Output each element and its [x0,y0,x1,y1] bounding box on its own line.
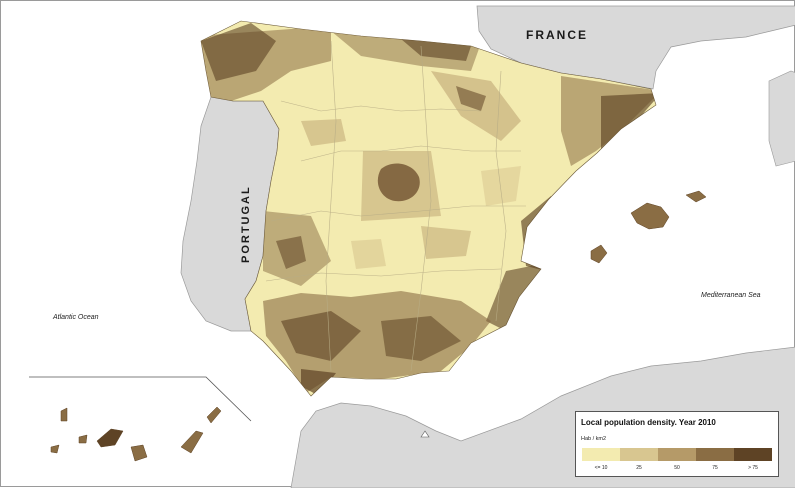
legend-tick-label: <= 10 [594,465,608,471]
island-gran-canaria [130,444,148,462]
legend-tick-label: 50 [674,465,680,471]
island-fuerteventura [180,430,204,454]
legend-swatch [620,448,658,461]
legend-swatch [658,448,696,461]
legend-tick-label: 25 [636,465,642,471]
island-ibiza [590,244,608,264]
legend-swatch [734,448,772,461]
legend-swatches [582,448,772,461]
island-hierro [50,444,60,454]
island-menorca [685,190,707,203]
legend-tick-label: > 75 [748,465,758,471]
legend-swatch [696,448,734,461]
legend-title: Local population density. Year 2010 [581,418,716,427]
legend-tick-label: 75 [712,465,718,471]
canary-inset-frame [29,376,252,422]
legend-swatch [582,448,620,461]
legend-ticks: <= 10 25 50 75 > 75 [582,465,772,471]
label-atlantic-ocean: Atlantic Ocean [52,314,99,321]
island-tenerife [96,428,124,448]
france-land [476,5,795,90]
map-legend: Local population density. Year 2010 Hab … [575,411,779,477]
island-la-palma [60,407,68,422]
ceuta-marker [420,430,430,438]
density-overlay [201,23,656,396]
label-mediterranean-sea: Mediterranean Sea [701,292,761,299]
island-sardinia [768,70,795,167]
label-france: FRANCE [526,28,588,42]
island-mallorca [630,202,670,230]
island-gomera [78,434,88,444]
island-lanzarote [206,406,222,424]
label-portugal: PORTUGAL [240,185,252,263]
legend-unit: Hab / km2 [581,436,607,442]
